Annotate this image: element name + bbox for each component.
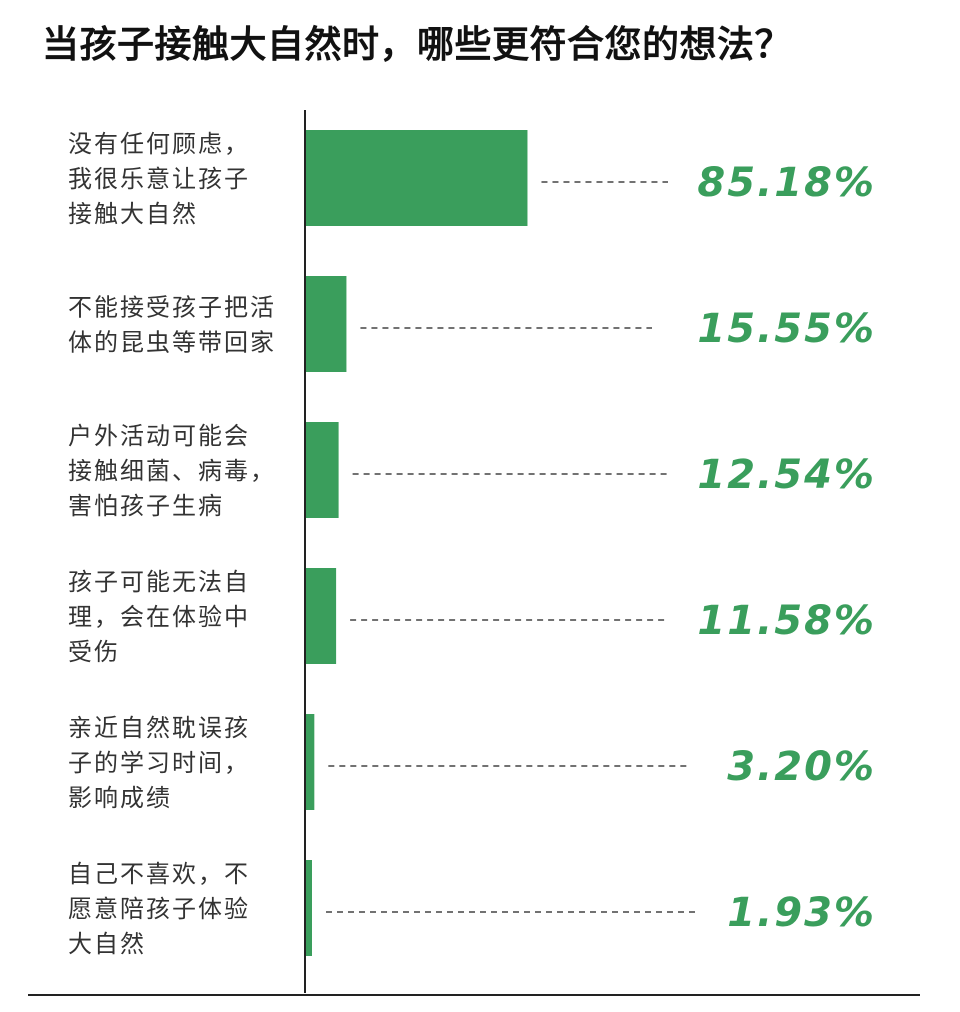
category-label-line: 自己不喜欢，不 xyxy=(68,860,250,888)
category-label-line: 不能接受孩子把活 xyxy=(68,294,276,322)
category-label-4: 孩子可能无法自理，会在体验中受伤 xyxy=(68,568,250,666)
category-label-line: 接触细菌、病毒， xyxy=(68,457,276,485)
category-label-line: 受伤 xyxy=(68,638,120,666)
value-label-2: 15.55% xyxy=(697,306,876,352)
bar-1 xyxy=(306,130,528,226)
value-label-3: 12.54% xyxy=(697,452,876,498)
bar-4 xyxy=(306,568,337,664)
value-label-1: 85.18% xyxy=(697,160,876,206)
category-label-line: 接触大自然 xyxy=(68,200,198,228)
bar-6 xyxy=(306,860,312,956)
category-label-line: 愿意陪孩子体验 xyxy=(68,895,250,923)
value-label-6: 1.93% xyxy=(727,890,876,936)
category-label-1: 没有任何顾虑， 我很乐意让孩子接触大自然 xyxy=(68,130,250,228)
category-label-line: 理，会在体验中 xyxy=(68,603,250,631)
category-label-line: 影响成绩 xyxy=(68,784,172,812)
value-labels: 85.18% 15.55% 12.54% 11.58% 3.20% 1.93% xyxy=(697,160,876,936)
category-label-2: 不能接受孩子把活体的昆虫等带回家 xyxy=(68,294,276,357)
category-label-5: 亲近自然耽误孩子的学习时间， 影响成绩 xyxy=(68,714,250,812)
category-label-6: 自己不喜欢，不愿意陪孩子体验大自然 xyxy=(68,860,250,958)
category-label-3: 户外活动可能会接触细菌、病毒， 害怕孩子生病 xyxy=(68,422,276,520)
category-label-line: 户外活动可能会 xyxy=(68,422,250,450)
category-label-line: 子的学习时间， xyxy=(68,749,250,777)
category-label-line: 没有任何顾虑， xyxy=(68,130,250,158)
bars xyxy=(306,130,528,956)
leader-lines xyxy=(326,181,700,913)
chart-title: 当孩子接触大自然时，哪些更符合您的想法？ xyxy=(42,23,792,66)
bar-2 xyxy=(306,276,347,372)
value-label-5: 3.20% xyxy=(727,744,876,790)
bar-3 xyxy=(306,422,339,518)
category-label-line: 孩子可能无法自 xyxy=(68,568,250,596)
category-label-line: 亲近自然耽误孩 xyxy=(68,714,250,742)
value-label-4: 11.58% xyxy=(697,598,876,644)
category-label-line: 体的昆虫等带回家 xyxy=(68,329,276,357)
category-label-line: 我很乐意让孩子 xyxy=(68,165,250,193)
bar-5 xyxy=(306,714,315,810)
category-label-line: 大自然 xyxy=(68,930,146,958)
category-labels: 没有任何顾虑，我很乐意让孩子接触大自然不能接受孩子把活体的昆虫等带回家户外活动可… xyxy=(68,130,276,958)
category-label-line: 害怕孩子生病 xyxy=(68,492,224,520)
